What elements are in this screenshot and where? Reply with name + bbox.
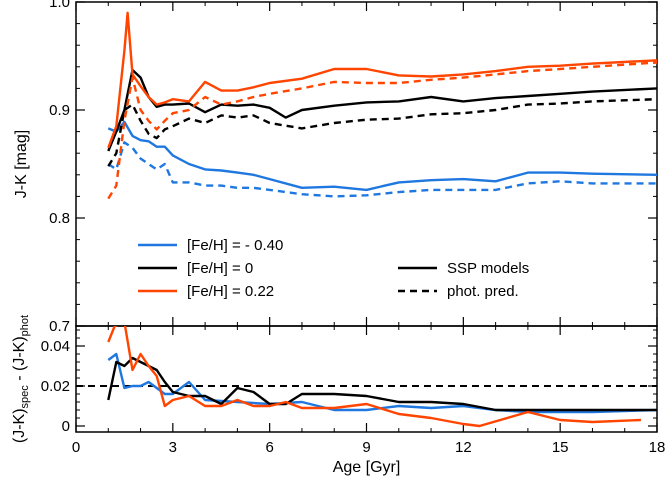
x-tick-label: 6 <box>265 439 273 456</box>
y-axis-title-part: (J-K) <box>11 408 28 443</box>
legend-label: phot. pred. <box>447 283 519 300</box>
axis-labels: Age [Gyr] J-K [mag] (J-K)spec - (J-K)phot <box>11 130 400 476</box>
series-line <box>107 61 657 200</box>
series-line <box>107 11 657 149</box>
y-tick-label: 0.02 <box>41 378 70 395</box>
x-tick-label: 3 <box>169 439 177 456</box>
series-line <box>107 120 657 192</box>
y-axis-subscript: spec <box>19 385 31 409</box>
series-line <box>107 356 657 412</box>
y-axis-title-part: - (J-K) <box>11 336 28 385</box>
series-line <box>107 326 641 428</box>
y-tick-label: 1.0 <box>49 0 70 11</box>
x-tick-label: 0 <box>72 439 80 456</box>
legend-label: [Fe/H] = 0 <box>187 260 253 277</box>
y-axis-title-top: J-K [mag] <box>13 130 30 198</box>
x-tick-label: 18 <box>649 439 666 456</box>
series-line <box>107 68 657 152</box>
series-line <box>107 98 657 167</box>
legend: [Fe/H] = - 0.40 [Fe/H] = 0 [Fe/H] = 0.22 SS… <box>138 237 529 300</box>
y-tick-label: 0.9 <box>49 102 70 119</box>
x-tick-label: 15 <box>552 439 569 456</box>
x-tick-label: 9 <box>362 439 370 456</box>
y-tick-label: 0.7 <box>49 318 70 335</box>
y-axis-subscript: phot <box>19 315 31 336</box>
legend-label: SSP models <box>447 260 529 277</box>
x-axis-title: Age [Gyr] <box>333 459 401 476</box>
series-line <box>107 352 657 414</box>
y-tick-label: 0.04 <box>41 338 70 355</box>
y-tick-label: 0.8 <box>49 210 70 227</box>
legend-label: [Fe/H] = - 0.40 <box>187 237 283 254</box>
legend-label: [Fe/H] = 0.22 <box>187 283 274 300</box>
top-panel: 0.7 0.8 0.9 1.0 <box>49 0 658 335</box>
x-tick-label: 12 <box>455 439 472 456</box>
series-line <box>107 141 657 198</box>
y-axis-title-bottom: (J-K)spec - (J-K)phot <box>11 315 31 443</box>
y-tick-label: 0 <box>62 418 70 435</box>
bottom-panel: 0 3 6 9 12 15 18 0 0.02 0.04 <box>41 325 666 456</box>
